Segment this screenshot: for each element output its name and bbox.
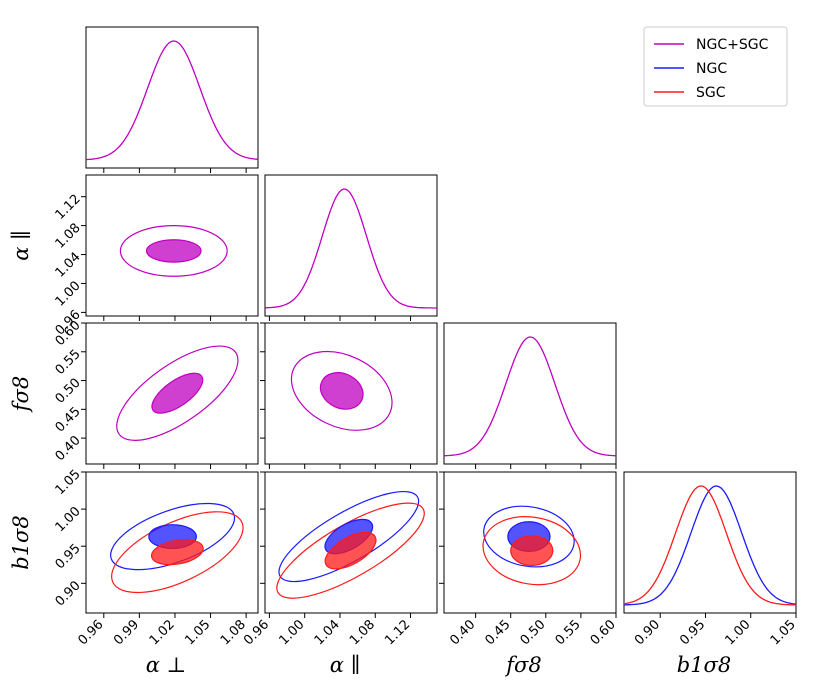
legend-box (643, 26, 788, 107)
y-axis-label-f_sigma8: fσ8 (9, 376, 33, 413)
legend-label-SGC: SGC (696, 85, 726, 101)
y-tick-label: 1.12 (53, 192, 84, 223)
y-tick-label: 0.95 (53, 541, 84, 572)
x-tick-label: 0.90 (632, 617, 663, 648)
legend-label-NGC+SGC: NGC+SGC (696, 37, 769, 53)
contour-inner-SGC (150, 539, 204, 566)
x-tick-label: 1.00 (276, 617, 307, 648)
contour-inner-NGC+SGC (145, 239, 202, 263)
y-tick-label: 0.55 (53, 347, 84, 378)
x-tick-label: 0.99 (111, 617, 142, 648)
y-axis-label-alpha_par: α ∥ (9, 230, 33, 261)
x-tick-label: 0.50 (518, 617, 549, 648)
x-tick-label: 1.00 (722, 617, 753, 648)
contour-group (482, 505, 582, 586)
panel-frame (85, 26, 259, 169)
y-tick-label: 1.00 (53, 279, 84, 310)
marginal-curve-NGC (624, 485, 797, 606)
contour-panel-f_sigma8-b1_sigma8: 0.40 0.45 0.50 0.55 0.60 (439, 471, 619, 648)
contour-inner-SGC (324, 531, 377, 570)
x-axis-label-f_sigma8: fσ8 (504, 653, 541, 677)
contour-panel-alpha_par-f_sigma8 (260, 322, 438, 469)
y-tick-label: 0.40 (53, 433, 84, 464)
x-tick-label: 0.60 (588, 617, 619, 648)
contour-group (290, 350, 393, 431)
contour-panel-alpha_perp-alpha_par: 0.961.001.041.081.12 (53, 174, 259, 339)
contour-group (276, 490, 425, 599)
legend: NGC+SGC NGC SGC (643, 26, 788, 107)
contour-inner-NGC+SGC (319, 372, 364, 410)
marginal-curve-NGC+SGC (443, 336, 616, 457)
legend-label-NGC: NGC (696, 61, 727, 77)
contour-outer-NGC (483, 505, 575, 568)
marginal-panel-alpha_perp (85, 26, 259, 173)
marginal-panel-b1_sigma8: 0.90 0.95 1.00 1.05 (623, 471, 799, 648)
x-tick-label: 1.12 (382, 617, 413, 648)
marginal-curve-NGC+SGC (265, 188, 437, 309)
panel-frame (85, 322, 259, 465)
contour-outer-NGC+SGC (116, 345, 239, 441)
y-tick-label: 1.05 (53, 467, 84, 498)
x-tick-label: 1.08 (218, 617, 249, 648)
x-axis-label-alpha_perp: α ⊥ (146, 653, 187, 677)
contour-group (116, 345, 239, 441)
y-axis-label-b1_sigma8: b1σ8 (9, 515, 33, 570)
contour-group (119, 225, 228, 277)
x-tick-label: 0.55 (553, 617, 584, 648)
x-tick-label: 0.45 (482, 617, 513, 648)
x-axis-label-alpha_par: α ∥ (330, 653, 361, 677)
x-tick-label: 1.02 (147, 617, 178, 648)
panel-frame (264, 471, 438, 614)
panel-frame (264, 322, 438, 465)
x-axis-label-b1_sigma8: b1σ8 (677, 653, 732, 677)
contour-outer-NGC+SGC (119, 225, 228, 277)
marginal-curve-NGC+SGC (85, 40, 259, 161)
x-tick-label: 0.96 (76, 617, 107, 648)
x-tick-label: 1.05 (182, 617, 213, 648)
x-tick-label: 0.95 (677, 617, 708, 648)
contour-panel-alpha_par-b1_sigma8: 0.96 1.00 1.04 1.08 1.12 (241, 471, 438, 648)
panel-frame (85, 471, 259, 614)
panel-frame (443, 322, 617, 465)
y-tick-label: 1.00 (53, 504, 84, 535)
contour-panel-alpha_perp-b1_sigma8: 0.96 0.99 1.02 1.05 1.080.900.951.001.05 (53, 467, 259, 648)
contour-inner-SGC (510, 535, 554, 567)
y-tick-label: 0.90 (53, 578, 84, 609)
x-tick-label: 0.40 (447, 617, 478, 648)
panel-frame (443, 471, 617, 614)
marginal-panel-f_sigma8 (443, 322, 617, 469)
y-tick-label: 0.45 (53, 404, 84, 435)
x-tick-label: 1.08 (347, 617, 378, 648)
marginal-panel-alpha_par (264, 174, 438, 321)
panel-frame (623, 471, 797, 614)
x-tick-label: 0.96 (241, 617, 272, 648)
contour-inner-NGC+SGC (151, 372, 204, 414)
marginal-curve-SGC (623, 485, 796, 606)
contour-outer-SGC (482, 516, 582, 586)
x-tick-label: 1.04 (312, 617, 343, 648)
contour-panel-alpha_perp-f_sigma8: 0.400.450.500.550.60 (53, 318, 259, 469)
panel-frame (85, 174, 259, 317)
y-tick-label: 1.08 (53, 221, 84, 252)
contour-group (110, 502, 244, 594)
panel-frame (264, 174, 438, 317)
y-tick-label: 1.04 (53, 250, 84, 281)
y-tick-label: 0.50 (53, 376, 84, 407)
x-tick-label: 1.05 (768, 617, 799, 648)
contour-outer-NGC+SGC (290, 350, 393, 431)
